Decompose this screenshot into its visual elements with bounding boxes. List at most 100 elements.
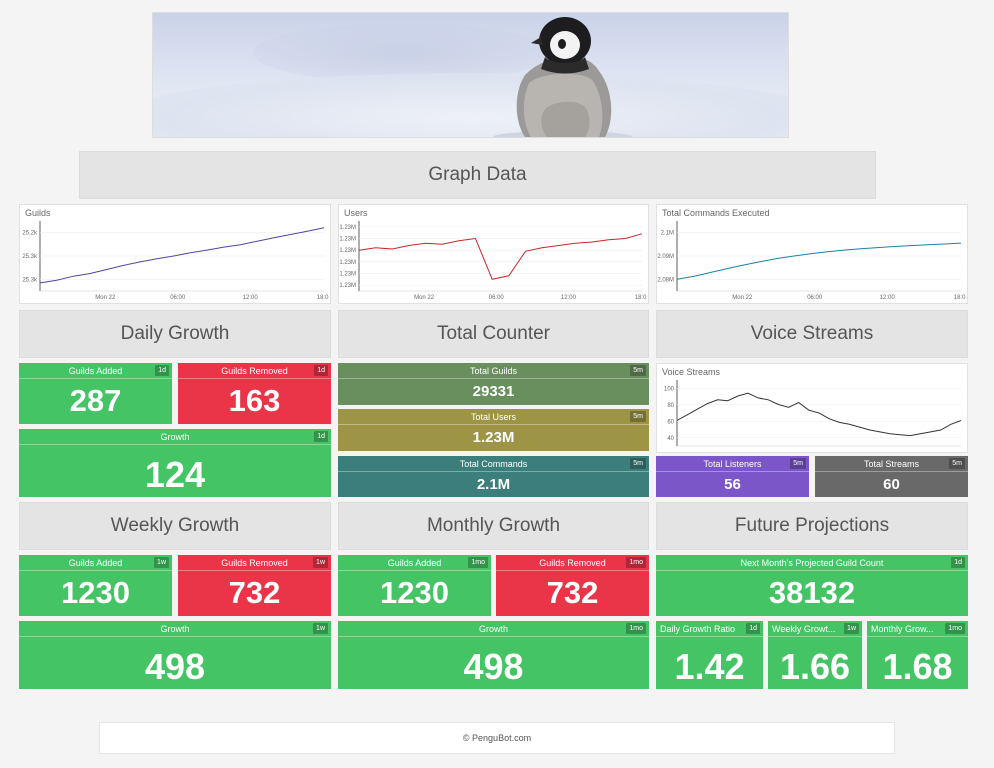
tile-label: Growth [478,624,508,634]
section-title: Weekly Growth [110,515,240,536]
section-header-graph-data: Graph Data [79,151,876,199]
section-title: Total Counter [436,323,550,344]
period-badge: 1w [154,557,169,568]
chart-title: Voice Streams [662,367,721,377]
voice-streams-chart[interactable]: 100 80 60 40 Voice Streams [656,363,968,453]
chart-svg: 25.2k 25.3k 25.3k Mon 22 06:00 12:00 18:0 [22,221,329,301]
weekly-growth-tile: Growth 1w 498 [19,621,331,689]
series-line [676,242,962,280]
users-chart[interactable]: 1.23M 1.23M 1.23M 1.23M 1.23M 1.23M Mon 22 06:0… [338,204,649,304]
period-badge: 1d [951,557,965,568]
chart-title: Total Commands Executed [662,208,770,218]
chart-svg: 2.1M 2.09M 2.08M Mon 22 06:00 12:00 18:0 [657,221,966,301]
x-tick-label: 18:0 [635,295,647,301]
y-tick-label: 100 [664,386,675,392]
daily-guilds-removed-tile: Guilds Removed 1d 163 [178,363,331,424]
section-header-voice-streams: Voice Streams [656,310,968,358]
monthly-growth-ratio-tile: Monthly Grow... 1mo 1.68 [867,621,968,689]
daily-growth-ratio-tile: Daily Growth Ratio 1d 1.42 [656,621,763,689]
tile-label: Weekly Growt... [772,624,836,634]
weekly-guilds-added-tile: Guilds Added 1w 1230 [19,555,172,616]
section-header-weekly-growth: Weekly Growth [19,502,331,550]
period-badge: 1w [313,623,328,634]
y-tick-label: 25.3k [22,277,38,283]
tile-label: Guilds Removed [221,558,288,568]
tile-label: Daily Growth Ratio [660,624,736,634]
x-tick-label: 06:00 [170,295,186,301]
period-badge: 1mo [626,557,646,568]
tile-value: 163 [228,383,281,418]
total-listeners-tile: Total Listeners 5m 56 [656,456,809,497]
tile-label: Growth [160,432,190,442]
x-tick-label: Mon 22 [95,295,116,301]
daily-growth-tile: Growth 1d 124 [19,429,331,497]
section-header-total-counter: Total Counter [338,310,649,358]
series-line [358,233,643,280]
tile-value: 29331 [472,383,515,400]
daily-guilds-added-tile: Guilds Added 1d 287 [19,363,172,424]
y-tick-label: 1.23M [339,260,356,266]
tile-label: Total Guilds [469,366,518,376]
x-tick-label: Mon 22 [732,295,753,301]
total-commands-tile: Total Commands 5m 2.1M [338,456,649,497]
header-banner-image [152,12,789,138]
tile-label: Guilds Removed [221,366,288,376]
tile-label: Next Month's Projected Guild Count [740,558,884,568]
x-tick-label: 12:00 [880,295,896,301]
penguin-chick-image [493,17,633,137]
period-badge: 5m [790,458,806,469]
tile-value: 60 [883,475,900,493]
tile-value: 287 [69,383,122,418]
guilds-chart[interactable]: 25.2k 25.3k 25.3k Mon 22 06:00 12:00 18:0 Guil… [19,204,331,304]
y-tick-label: 1.23M [339,283,356,289]
tile-label: Guilds Added [68,558,123,568]
tile-value: 732 [546,575,599,610]
tile-value: 498 [463,645,524,687]
tile-value: 2.1M [476,475,511,493]
tile-label: Total Commands [459,459,528,469]
section-header-future-projections: Future Projections [656,502,968,550]
y-tick-label: 1.23M [339,248,356,254]
monthly-guilds-added-tile: Guilds Added 1mo 1230 [338,555,491,616]
section-header-monthly-growth: Monthly Growth [338,502,649,550]
y-tick-label: 25.3k [22,254,38,260]
series-line [39,227,325,284]
x-tick-label: 18:0 [954,295,966,301]
series-line [676,392,962,437]
y-tick-label: 80 [667,403,674,409]
chart-title: Guilds [25,208,51,218]
tile-value: 1230 [380,575,449,610]
tile-label: Guilds Removed [539,558,606,568]
period-badge: 1mo [626,623,646,634]
y-tick-label: 25.2k [22,231,38,237]
total-commands-chart[interactable]: 2.1M 2.09M 2.08M Mon 22 06:00 12:00 18:0 Total… [656,204,968,304]
period-badge: 5m [630,458,646,469]
tile-label: Total Users [470,412,516,422]
section-header-daily-growth: Daily Growth [19,310,331,358]
section-title: Monthly Growth [426,515,561,536]
period-badge: 1w [844,623,859,634]
x-tick-label: 12:00 [561,295,577,301]
x-tick-label: 06:00 [807,295,823,301]
period-badge: 5m [630,411,646,422]
y-tick-label: 1.23M [339,225,356,231]
tile-value: 732 [228,575,281,610]
y-tick-label: 2.08M [657,277,674,283]
footer-copyright: © PenguBot.com [462,733,532,743]
footer: © PenguBot.com [99,722,895,754]
tile-value: 1.42 [674,645,745,687]
total-streams-tile: Total Streams 5m 60 [815,456,968,497]
tile-value: 1230 [61,575,130,610]
total-guilds-tile: Total Guilds 5m 29331 [338,363,649,405]
tile-value: 1.66 [779,645,851,687]
period-badge: 1d [155,365,169,376]
chart-title: Users [344,208,368,218]
section-title: Daily Growth [120,323,230,344]
tile-value: 1.23M [472,429,515,446]
tile-label: Guilds Added [68,366,123,376]
tile-label: Monthly Grow... [871,624,934,634]
period-badge: 1mo [945,623,965,634]
section-title: Graph Data [428,164,527,185]
period-badge: 1mo [468,557,488,568]
chart-svg: 1.23M 1.23M 1.23M 1.23M 1.23M 1.23M Mon 22 06:0… [339,221,647,301]
